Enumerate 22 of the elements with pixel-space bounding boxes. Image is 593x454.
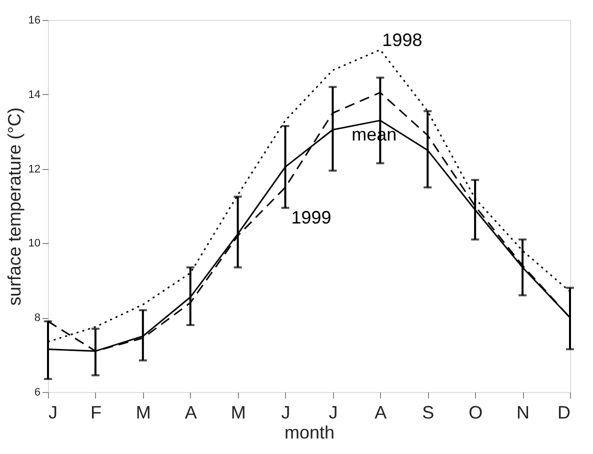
x-tick-label: F xyxy=(90,402,102,422)
x-tick-label: J xyxy=(281,402,290,422)
y-tick-label: 8 xyxy=(34,312,40,324)
series-label: 1999 xyxy=(291,207,332,228)
y-tick-label: 14 xyxy=(28,88,40,101)
x-tick-label: O xyxy=(468,402,483,422)
x-tick-label: M xyxy=(230,402,246,422)
x-tick-label: D xyxy=(558,402,570,422)
x-tick-label: S xyxy=(422,402,434,422)
y-tick-label: 16 xyxy=(28,14,40,26)
x-tick-label: J xyxy=(48,402,58,422)
x-tick-label: N xyxy=(516,402,530,422)
y-axis-title: surface temperature (°C) xyxy=(4,107,24,306)
series-label: 1998 xyxy=(382,30,422,50)
y-tick-label: 12 xyxy=(28,163,40,176)
x-axis-title: month xyxy=(284,422,335,442)
y-tick-label: 6 xyxy=(34,386,40,398)
x-tick-label: M xyxy=(136,402,151,422)
x-tick-label: J xyxy=(328,402,338,422)
x-tick-label: A xyxy=(184,402,197,422)
x-tick-label: A xyxy=(374,402,387,422)
y-tick-label: 10 xyxy=(28,238,40,250)
